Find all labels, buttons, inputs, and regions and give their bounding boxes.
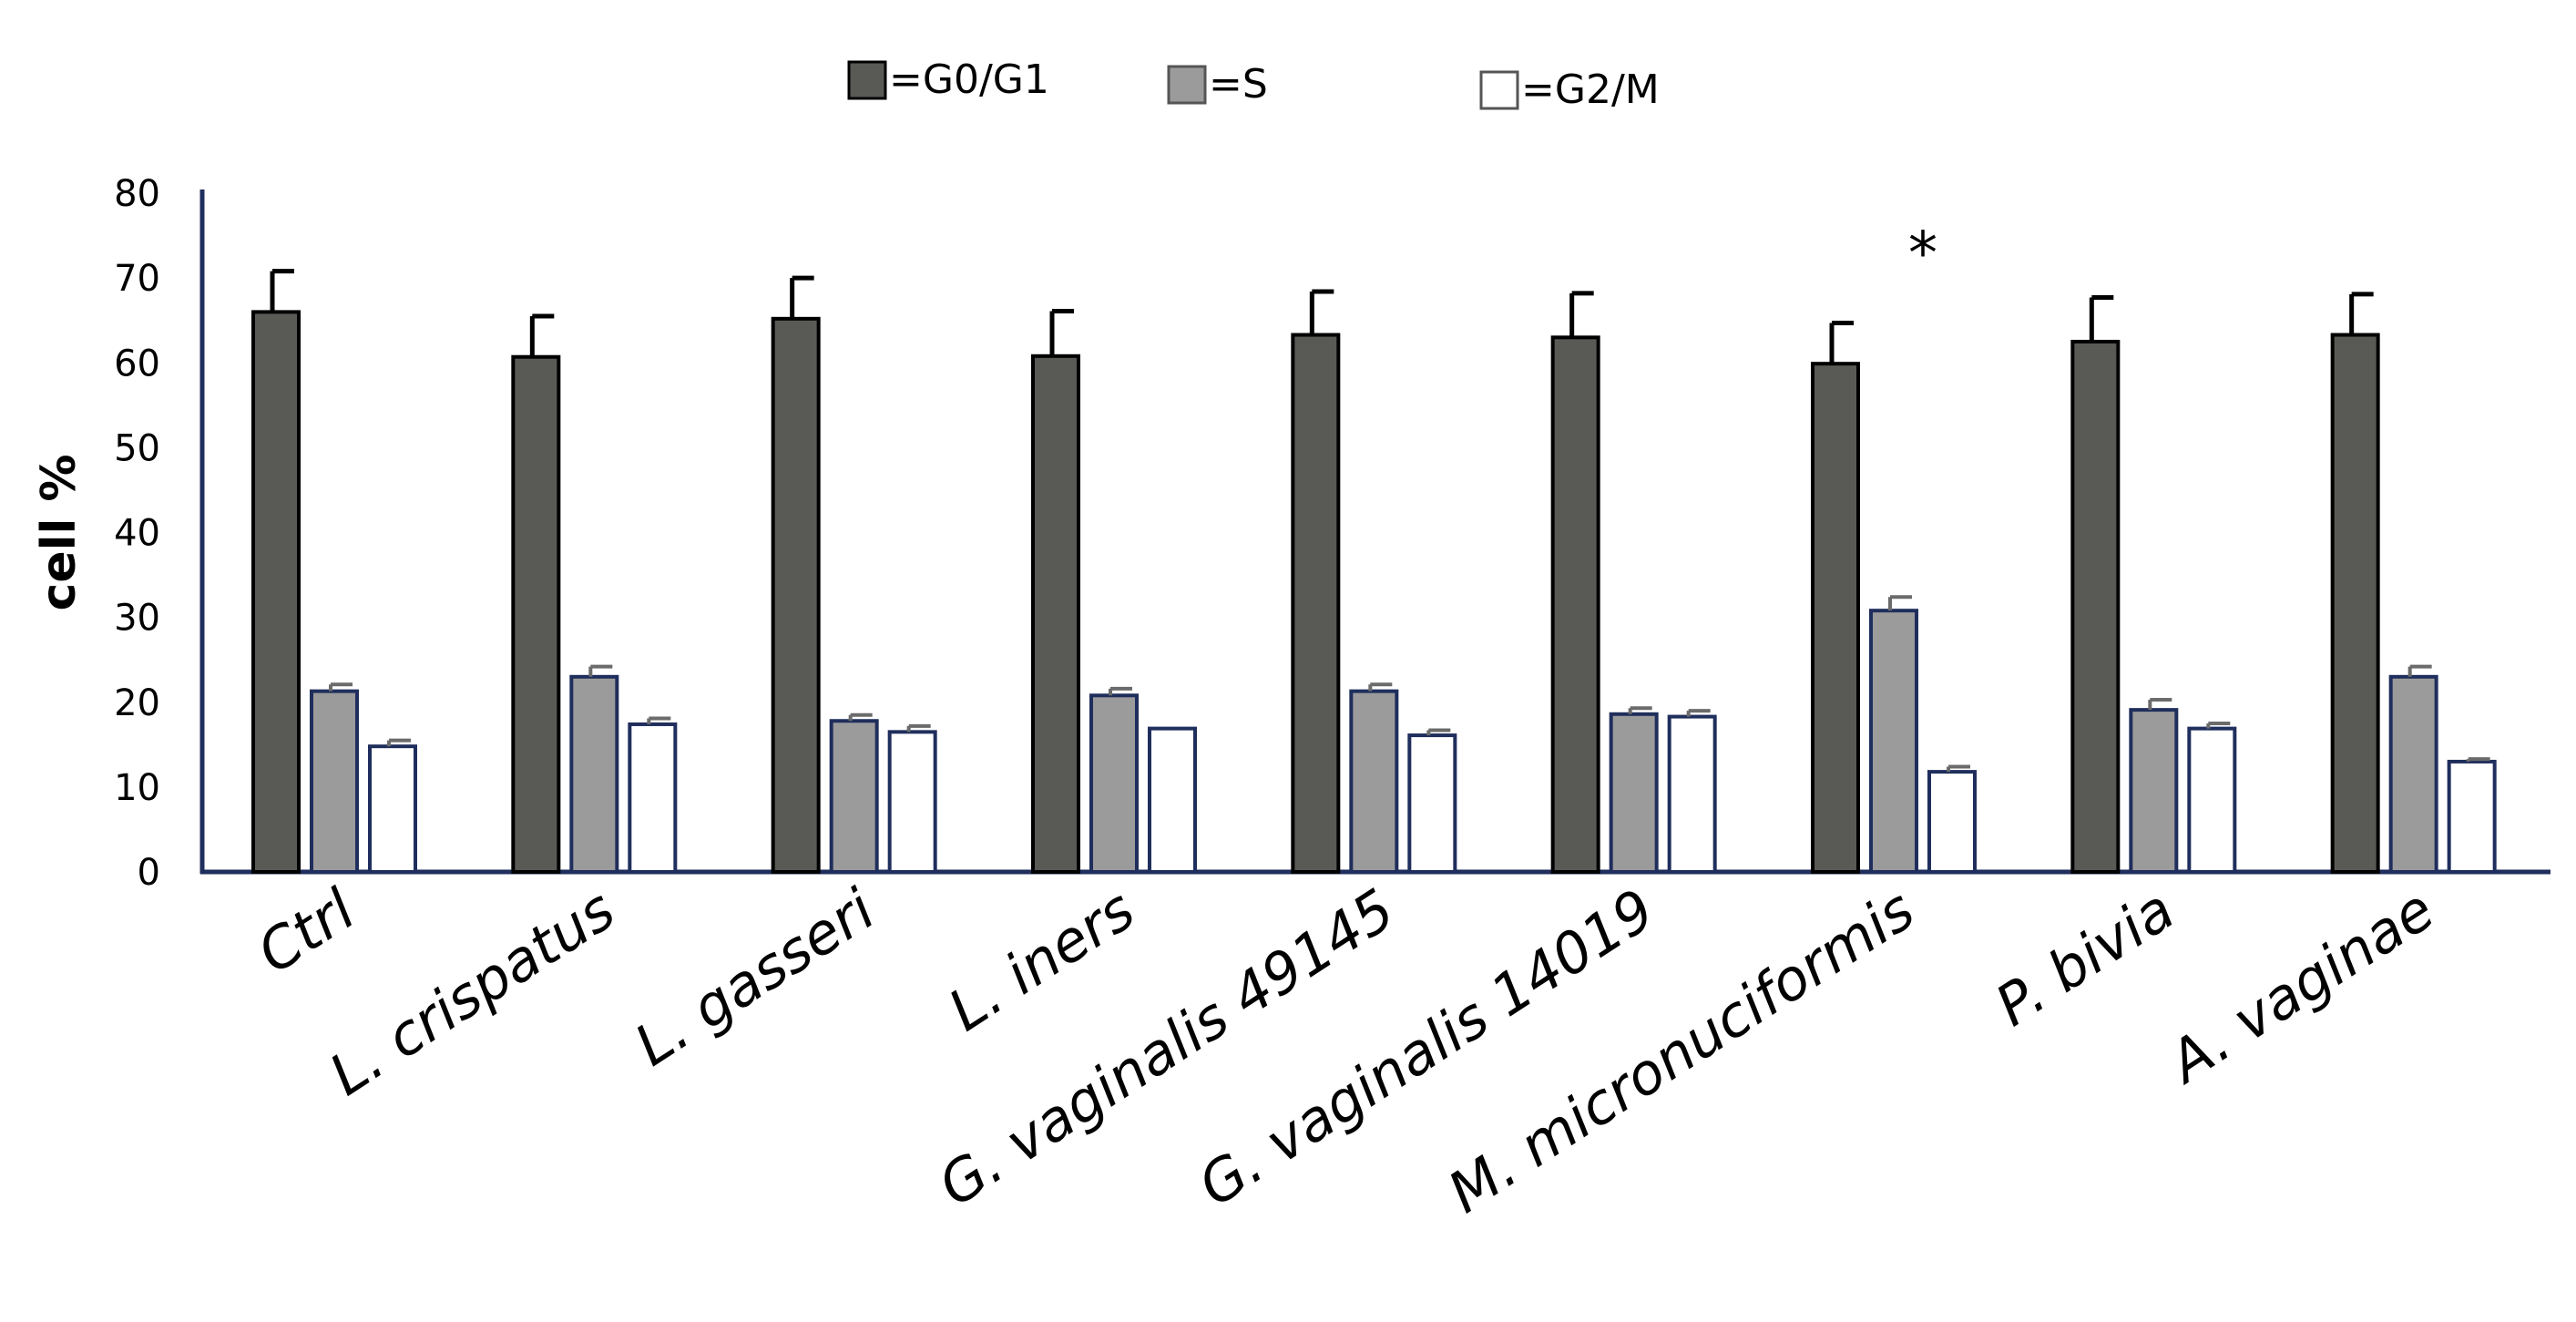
bar-s-ctrl	[310, 689, 359, 874]
bar-g0-g1-p-bivia	[2070, 339, 2121, 874]
bar-g0-g1-g-vaginalis-49145	[1291, 333, 1341, 874]
bar-g2-m-l-gasseri	[887, 730, 937, 874]
bar-s-a-vaginae	[2388, 674, 2438, 874]
y-tick-label-10: 10	[114, 767, 160, 809]
legend-label-g2-m: =G2/M	[1521, 67, 1660, 113]
bar-group-l-gasseri	[771, 275, 937, 874]
legend-label-s: =S	[1209, 61, 1268, 108]
bars: *	[251, 220, 2497, 875]
bar-g0-g1-g-vaginalis-14019	[1550, 335, 1600, 874]
y-tick-label-0: 0	[138, 852, 160, 894]
bar-s-l-crispatus	[569, 674, 619, 874]
bar-g2-m-g-vaginalis-49145	[1407, 733, 1457, 874]
bar-g0-g1-l-iners	[1031, 354, 1080, 874]
bar-g0-g1-ctrl	[251, 310, 301, 874]
y-tick-label-60: 60	[114, 343, 160, 384]
bar-s-p-bivia	[2129, 708, 2179, 874]
legend: =G0/G1 =S =G2/M	[847, 56, 1660, 113]
x-tick-label-a-vaginae: A. vaginae	[2154, 876, 2446, 1097]
bar-group-l-crispatus	[511, 313, 678, 875]
y-tick-label-80: 80	[114, 173, 160, 215]
x-tick-label-l-gasseri: L. gasseri	[623, 876, 886, 1079]
y-tick-label-20: 20	[114, 682, 160, 724]
bar-g0-g1-l-crispatus	[511, 354, 561, 874]
significance-annotation: *	[1908, 220, 1937, 288]
bar-group-l-iners	[1031, 308, 1197, 875]
bar-s-l-gasseri	[829, 719, 879, 874]
legend-swatch-s	[1167, 65, 1207, 105]
bar-group-p-bivia	[2070, 295, 2237, 875]
bar-s-g-vaginalis-14019	[1609, 712, 1659, 874]
legend-item-s: =S	[1167, 61, 1268, 108]
y-tick-label-50: 50	[114, 427, 160, 469]
bar-group-a-vaginae	[2330, 292, 2497, 874]
y-tick-label-30: 30	[114, 598, 160, 640]
x-tick-label-g-vaginalis-49145: G. vaginalis 49145	[927, 876, 1406, 1219]
bar-g0-g1-m-micronuciformis	[1811, 362, 1860, 874]
bar-group-g-vaginalis-14019	[1550, 291, 1717, 874]
x-tick-label-l-crispatus: L. crispatus	[318, 876, 627, 1108]
x-tick-label-g-vaginalis-14019: G. vaginalis 14019	[1187, 876, 1666, 1219]
axes: cell % 0 10 20 30 40 50 60 70 80	[32, 173, 2550, 894]
legend-swatch-g0-g1	[847, 60, 887, 100]
x-tick-label-ctrl: Ctrl	[246, 876, 366, 986]
bar-g2-m-a-vaginae	[2447, 759, 2497, 874]
bar-g2-m-l-iners	[1148, 726, 1197, 875]
bar-g2-m-g-vaginalis-14019	[1667, 714, 1717, 874]
bar-s-g-vaginalis-49145	[1349, 689, 1399, 874]
bar-g2-m-m-micronuciformis	[1927, 770, 1977, 874]
legend-item-g0-g1: =G0/G1	[847, 56, 1049, 103]
bar-g2-m-p-bivia	[2187, 726, 2237, 875]
y-tick-label-40: 40	[114, 513, 160, 555]
bar-group-ctrl	[251, 269, 417, 874]
bar-g2-m-ctrl	[368, 744, 417, 874]
bar-g0-g1-l-gasseri	[771, 316, 821, 874]
bar-group-g-vaginalis-49145	[1291, 289, 1457, 874]
bar-s-l-iners	[1089, 693, 1139, 874]
legend-swatch-g2-m	[1479, 70, 1519, 110]
x-tick-label-p-bivia: P. bivia	[1984, 876, 2186, 1039]
y-axis-label: cell %	[32, 455, 87, 611]
bar-g0-g1-a-vaginae	[2330, 333, 2380, 874]
legend-item-g2-m: =G2/M	[1479, 67, 1660, 113]
bar-s-m-micronuciformis	[1869, 609, 1918, 874]
bar-g2-m-l-crispatus	[628, 722, 678, 875]
bar-group-m-micronuciformis	[1811, 320, 1977, 874]
legend-label-g0-g1: =G0/G1	[889, 56, 1049, 103]
y-tick-label-70: 70	[114, 258, 160, 300]
x-tick-label-m-micronuciformis: M. micronuciformis	[1436, 876, 1926, 1225]
x-tick-label-l-iners: L. iners	[937, 876, 1147, 1044]
